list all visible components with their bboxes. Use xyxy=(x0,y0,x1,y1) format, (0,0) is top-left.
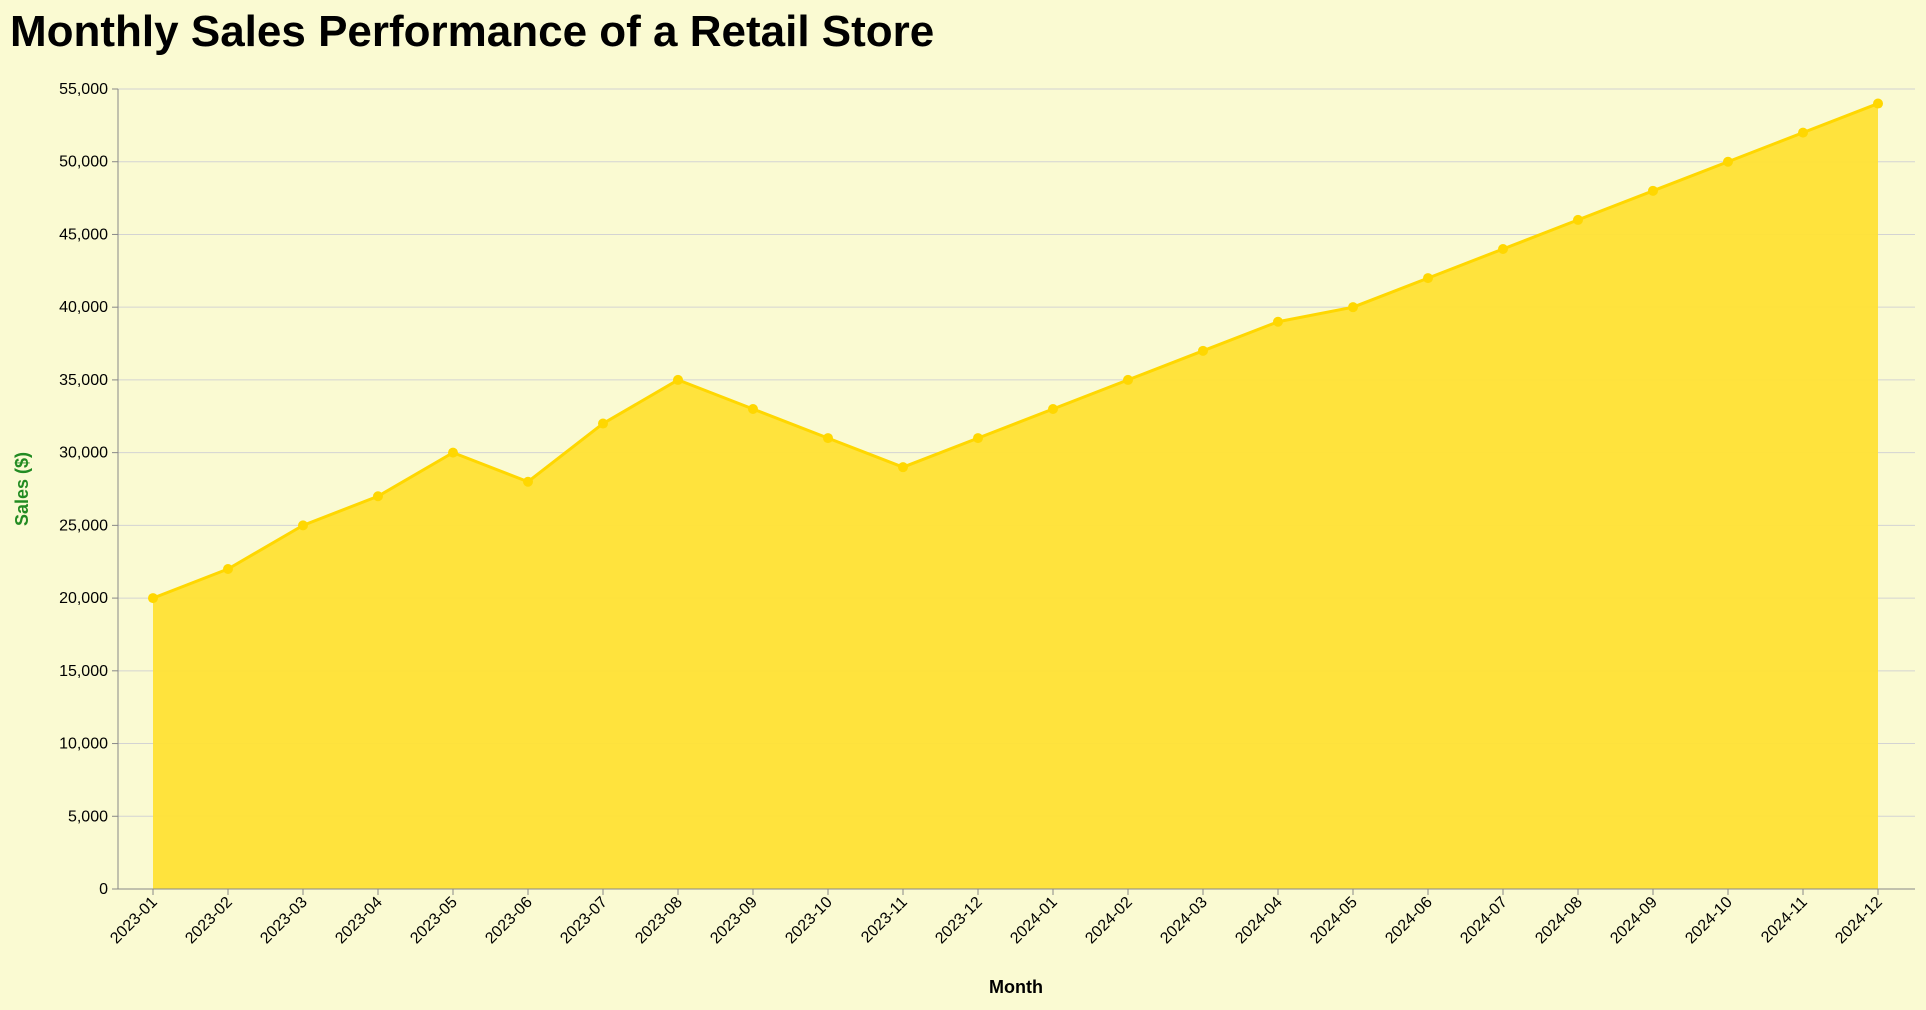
y-tick-label: 5,000 xyxy=(68,808,108,825)
data-point-2023-01[interactable] xyxy=(148,593,158,604)
data-point-2024-12[interactable] xyxy=(1873,98,1883,109)
y-tick-label: 15,000 xyxy=(59,663,108,680)
data-point-2024-11[interactable] xyxy=(1798,127,1808,138)
data-point-2023-11[interactable] xyxy=(898,462,908,473)
data-point-2024-01[interactable] xyxy=(1048,404,1058,414)
y-axis-ticks: 0 5,000 10,000 15,000 20,000 25,000 30,000 35,0… xyxy=(59,81,118,898)
data-point-2024-05[interactable] xyxy=(1348,302,1358,313)
sales-area-fill xyxy=(153,103,1878,889)
area-series xyxy=(148,98,1883,889)
y-tick-label: 55,000 xyxy=(59,81,108,98)
x-axis-title: Month xyxy=(989,977,1043,997)
data-point-2023-02[interactable] xyxy=(223,564,233,574)
data-point-2023-07[interactable] xyxy=(598,418,608,429)
chart-title: Monthly Sales Performance of a Retail St… xyxy=(10,7,934,56)
y-tick-label: 50,000 xyxy=(59,154,108,171)
y-tick-label: 10,000 xyxy=(59,736,108,753)
y-tick-label: 25,000 xyxy=(59,517,108,534)
data-point-2024-04[interactable] xyxy=(1273,316,1283,327)
y-tick-label: 45,000 xyxy=(59,226,108,243)
data-point-2024-03[interactable] xyxy=(1198,345,1208,356)
data-point-2024-10[interactable] xyxy=(1723,156,1733,167)
data-point-2023-05[interactable] xyxy=(448,447,458,458)
data-point-2024-09[interactable] xyxy=(1648,185,1658,196)
y-tick-label: 35,000 xyxy=(59,372,108,389)
y-tick-label: 20,000 xyxy=(59,590,108,607)
data-point-2023-09[interactable] xyxy=(748,404,758,414)
data-point-2023-04[interactable] xyxy=(373,491,383,502)
data-point-2023-06[interactable] xyxy=(523,476,533,487)
y-tick-label: 30,000 xyxy=(59,445,108,462)
y-tick-label: 0 xyxy=(99,881,108,898)
data-point-2024-08[interactable] xyxy=(1573,214,1583,225)
data-point-2023-08[interactable] xyxy=(673,374,683,385)
data-point-2024-07[interactable] xyxy=(1498,244,1508,254)
data-point-2023-10[interactable] xyxy=(823,433,833,444)
data-point-2023-03[interactable] xyxy=(298,520,308,531)
data-point-2024-06[interactable] xyxy=(1423,273,1433,284)
y-axis-title: Sales ($) xyxy=(12,452,32,526)
data-point-2023-12[interactable] xyxy=(973,433,983,444)
y-tick-label: 40,000 xyxy=(59,299,108,316)
data-point-2024-02[interactable] xyxy=(1123,374,1133,385)
sales-line xyxy=(152,102,1879,600)
axes xyxy=(117,89,1915,890)
